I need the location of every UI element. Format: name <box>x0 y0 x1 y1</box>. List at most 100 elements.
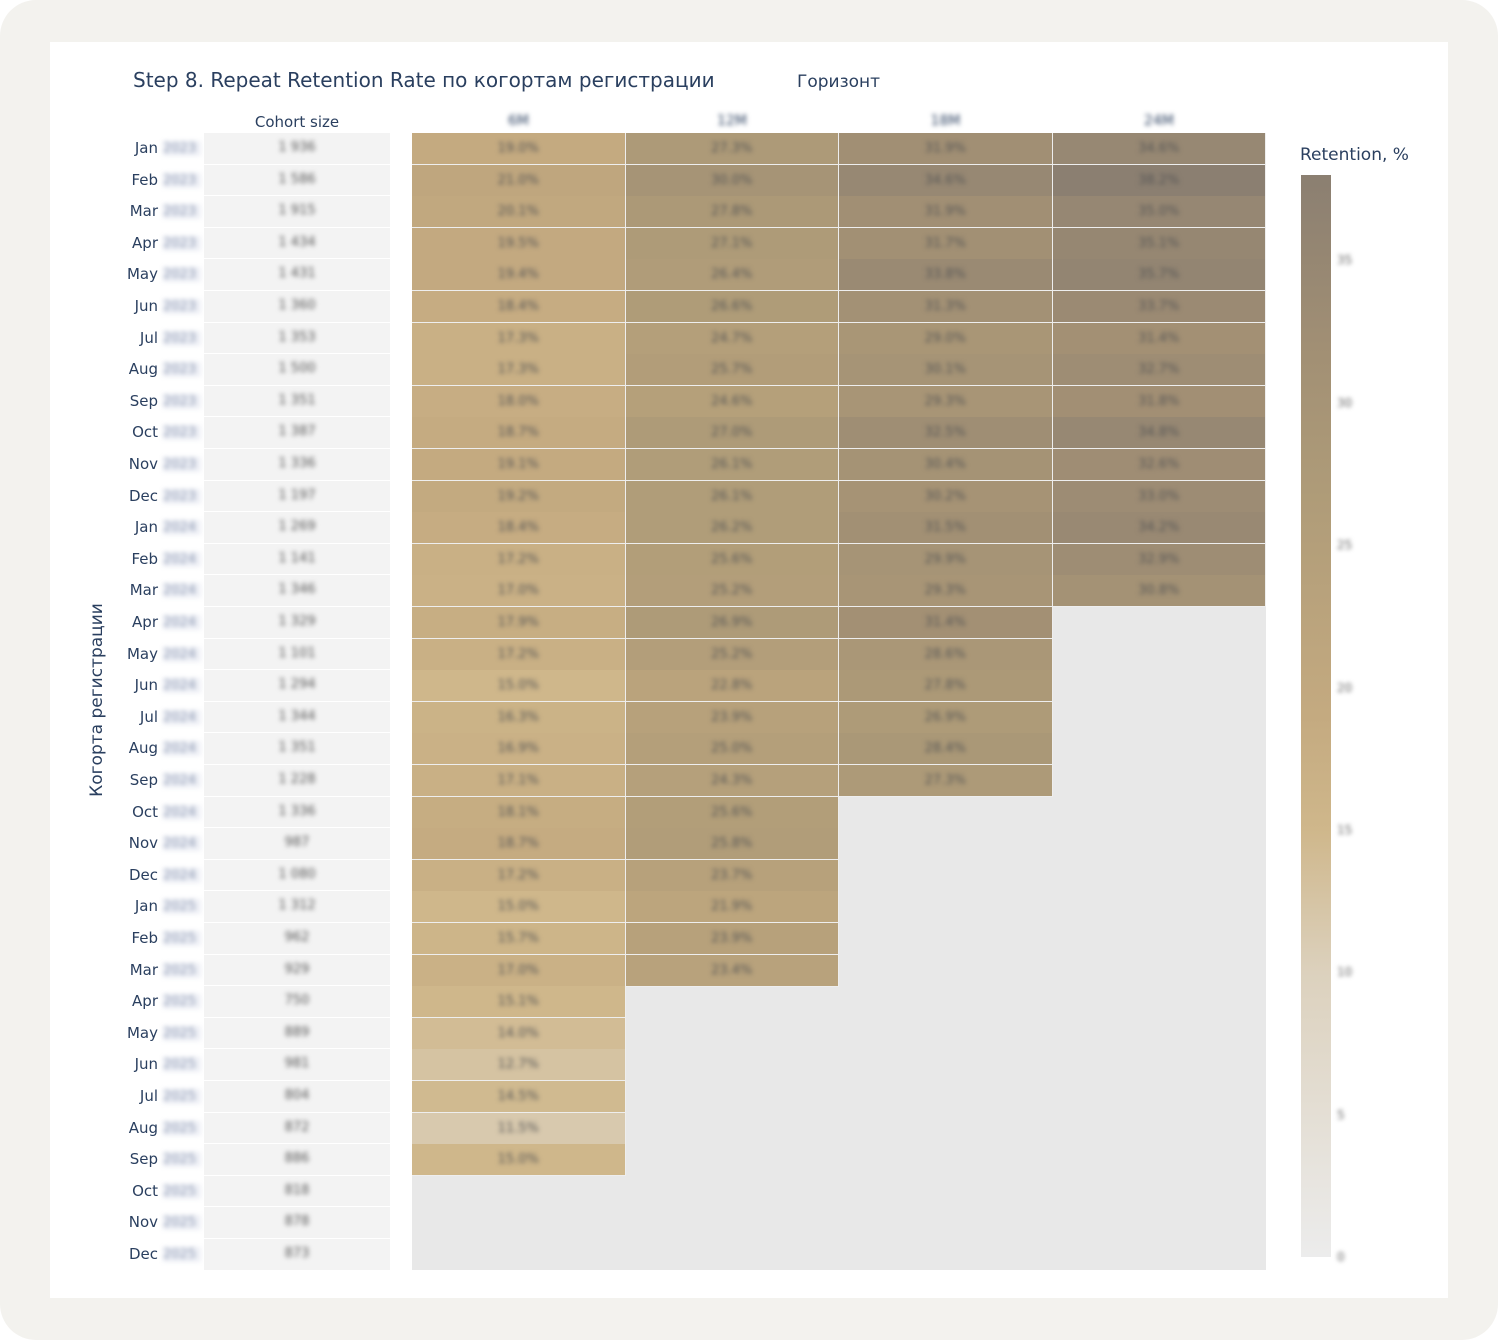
heatmap-cell-text: 18.1% <box>497 804 539 820</box>
heatmap-cell: 31.4% <box>839 607 1053 640</box>
heatmap-cell-text: 27.0% <box>711 425 753 441</box>
heatmap-cell-text: 32.5% <box>924 425 966 441</box>
heatmap-cell: 23.9% <box>625 701 839 734</box>
heatmap-cell-text: 30.8% <box>1138 583 1180 599</box>
cohort-size-cell-text: 1 351 <box>278 392 316 408</box>
cohort-size-cell: 1 228 <box>204 765 390 797</box>
heatmap-cell-text: 27.8% <box>711 204 753 220</box>
heatmap-cell: 30.8% <box>1052 575 1266 608</box>
row-label-year: 2025 <box>163 1152 201 1168</box>
heatmap-cell-text: 19.2% <box>497 488 539 504</box>
heatmap-cell: 35.1% <box>1052 227 1266 260</box>
row-label-month: Feb <box>131 929 158 947</box>
row-label-year: 2025 <box>163 1183 201 1199</box>
heatmap-cell: 32.6% <box>1052 449 1266 482</box>
colorbar-tick-label: 15 <box>1337 822 1353 837</box>
heatmap-cell-text: 21.0% <box>497 172 539 188</box>
colorbar-tick-label: 0 <box>1337 1250 1345 1264</box>
row-label-year: 2025 <box>163 1120 201 1136</box>
heatmap-cell-text: 35.1% <box>1138 235 1180 251</box>
row-label-month: Jan <box>134 518 158 537</box>
heatmap-cell-text: 11.5% <box>497 1120 539 1136</box>
heatmap-cell: 33.7% <box>1052 291 1266 324</box>
cohort-size-cell-text: 1 228 <box>278 772 316 787</box>
cohort-size-cell: 962 <box>204 923 390 955</box>
heatmap-cell-text: 29.3% <box>924 393 966 409</box>
heatmap-cell: 27.8% <box>625 196 839 229</box>
heatmap-cell-text: 24.7% <box>711 330 753 346</box>
cohort-size-cell-text: 750 <box>284 993 310 1009</box>
row-label-year: 2023 <box>163 299 201 314</box>
row-label-month: Oct <box>132 423 158 442</box>
cohort-size-cell: 1 431 <box>204 259 390 291</box>
row-label-month: Jul <box>139 707 158 726</box>
heatmap-cell-text: 26.9% <box>711 615 753 630</box>
heatmap-cell: 15.0% <box>412 670 626 703</box>
row-label-year: 2024 <box>163 773 201 788</box>
heatmap-cell: 14.0% <box>412 1017 626 1050</box>
heatmap-cell: 31.4% <box>1052 322 1266 355</box>
heatmap-cell-text: 25.6% <box>711 551 753 567</box>
colorbar-tick-label: 35 <box>1337 253 1353 268</box>
heatmap-cell: 15.0% <box>412 891 626 924</box>
cohort-size-cell-text: 873 <box>284 1246 310 1261</box>
heatmap-cell-text: 27.3% <box>711 141 753 156</box>
row-label-month: Oct <box>132 1181 158 1200</box>
row-label-year: 2024 <box>163 615 201 630</box>
heatmap-cell-text: 29.9% <box>924 551 966 567</box>
cohort-size-cell-text: 1 080 <box>278 866 316 882</box>
heatmap-cell-text: 31.4% <box>1138 330 1180 346</box>
heatmap-cell: 27.0% <box>625 417 839 450</box>
cohort-size-cell-text: 1 360 <box>278 298 316 313</box>
heatmap-cell: 14.5% <box>412 1081 626 1114</box>
y-axis-label: Когорта регистрации <box>87 603 107 797</box>
heatmap-cell: 24.6% <box>625 385 839 418</box>
cohort-size-cell: 1 353 <box>204 322 390 355</box>
row-label-year: 2023 <box>163 330 201 346</box>
cohort-size-cell: 1 351 <box>204 385 390 418</box>
horizon-control-label[interactable]: Горизонт <box>797 72 881 92</box>
cohort-size-cell-text: 878 <box>284 1214 310 1230</box>
heatmap-cell: 18.4% <box>412 512 626 545</box>
cohort-size-cell-text: 1 500 <box>278 361 316 377</box>
row-label-year: 2025 <box>163 994 201 1010</box>
row-label-year: 2025 <box>163 1025 201 1041</box>
row-label-month: Apr <box>132 992 158 1011</box>
heatmap-cell-text: 26.9% <box>924 709 966 725</box>
heatmap-cell: 32.7% <box>1052 354 1266 387</box>
heatmap-cell: 25.0% <box>625 733 839 766</box>
colorbar-tick-label: 5 <box>1337 1107 1345 1122</box>
heatmap-cell-text: 31.7% <box>924 235 966 251</box>
row-label-month: Jan <box>134 139 158 157</box>
heatmap-cell-text: 12.7% <box>497 1057 539 1073</box>
heatmap-cell: 28.6% <box>839 638 1053 671</box>
cohort-size-header: Cohort size <box>254 113 340 131</box>
cohort-size-cell-text: 1 141 <box>278 550 316 566</box>
cohort-size-cell: 1 312 <box>204 891 390 923</box>
heatmap-cell: 21.0% <box>412 164 626 197</box>
heatmap-cell: 29.0% <box>839 322 1053 355</box>
heatmap-cell-text: 31.4% <box>924 615 966 630</box>
heatmap-cell-text: 31.9% <box>924 204 966 220</box>
column-header-24M: 24M <box>1144 113 1174 129</box>
heatmap-cell-text: 26.1% <box>711 457 753 472</box>
heatmap-cell-text: 17.0% <box>497 962 539 978</box>
heatmap-cell: 17.1% <box>412 765 626 798</box>
heatmap-cell-text: 18.7% <box>497 425 539 441</box>
heatmap-cell-text: 21.9% <box>711 899 753 915</box>
heatmap-cell: 18.4% <box>412 291 626 324</box>
cohort-size-cell-text: 1 269 <box>278 519 316 535</box>
row-label-month: Jun <box>134 1055 158 1074</box>
row-label-month: Apr <box>132 233 158 252</box>
heatmap-cell-text: 18.4% <box>497 299 539 314</box>
heatmap-cell-text: 27.8% <box>924 678 966 694</box>
colorbar-tick-label: 20 <box>1337 680 1353 695</box>
heatmap-cell-text: 14.5% <box>497 1089 539 1104</box>
row-label-year: 2023 <box>163 488 201 504</box>
colorbar-title: Retention, % <box>1300 145 1409 165</box>
heatmap-cell: 18.7% <box>412 417 626 450</box>
cohort-size-cell: 1 329 <box>204 607 390 639</box>
heatmap-cell: 23.4% <box>625 954 839 987</box>
heatmap-cell-text: 25.7% <box>711 362 753 378</box>
heatmap-cell-text: 23.4% <box>711 962 753 978</box>
